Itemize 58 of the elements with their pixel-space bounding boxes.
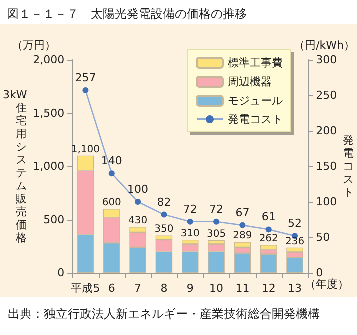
x-tick-label: 8	[160, 282, 168, 295]
data-label: 67	[236, 206, 250, 220]
data-label: 140	[101, 154, 122, 168]
y-tick-label: 2,000	[33, 54, 65, 66]
y2-axis-title: 発電コスト	[343, 134, 354, 199]
total-label: 305	[206, 229, 226, 240]
chart-title: 図１－１－７ 太陽光発電設備の価格の推移	[7, 7, 247, 21]
y2-tick-label: 150	[316, 160, 338, 173]
total-label: 600	[102, 198, 122, 209]
text: （年度）	[305, 278, 349, 291]
y2-tick-label: 250	[316, 89, 338, 102]
data-label: 82	[157, 196, 172, 209]
total-label: 350	[154, 224, 174, 236]
total-label: 1,100	[71, 144, 100, 156]
x-tick-label: 7	[134, 282, 142, 295]
x-tick-label: 9	[186, 282, 194, 295]
y-tick-label: 0	[58, 266, 65, 280]
point	[82, 88, 89, 94]
y2-tick-label: 200	[316, 124, 338, 138]
y-tick-label: 1,500	[33, 106, 65, 120]
point	[161, 212, 168, 218]
point	[108, 170, 115, 177]
data-label: 72	[183, 202, 198, 216]
total-label: 310	[180, 228, 200, 240]
point	[187, 218, 194, 225]
x-tick-label: 11	[236, 282, 250, 295]
total-label: 289	[233, 230, 252, 242]
legend-label: モジュール	[228, 94, 283, 108]
text: 3kW住宅用システム販売価格	[2, 88, 28, 244]
y2-tick-label: 50	[316, 231, 330, 244]
point	[214, 218, 220, 225]
point	[135, 199, 142, 205]
total-label: 236	[285, 236, 305, 248]
source-note: 出典：独立行政法人新エネルギー・産業技術総合開発機構	[8, 307, 320, 321]
x-tick-label: 平成5	[71, 282, 100, 295]
text: （円/kWh）	[294, 39, 356, 52]
y-tick-label: 500	[44, 213, 65, 226]
total-label: 262	[259, 234, 278, 245]
data-label: 100	[128, 183, 149, 196]
data-label: 52	[288, 217, 302, 230]
x-tick-label: 10	[210, 282, 224, 295]
legend-label: 標準工事費	[228, 56, 283, 70]
point	[266, 226, 272, 233]
text: （万円）	[12, 39, 56, 52]
data-label: 61	[262, 210, 276, 224]
x-tick-label: 13	[288, 282, 302, 295]
x-tick-label: 12	[262, 282, 276, 295]
y2-tick-label: 0	[316, 266, 324, 280]
x-tick-label: 6	[108, 282, 116, 295]
y2-tick-label: 300	[316, 54, 338, 66]
legend-label: 発電コスト	[228, 113, 283, 126]
data-label: 72	[210, 202, 224, 216]
total-label: 430	[128, 216, 148, 227]
y2-tick-label: 100	[316, 196, 338, 208]
y-tick-label: 1,000	[33, 160, 65, 173]
legend-label: 周辺機器	[228, 76, 272, 88]
point	[240, 222, 246, 228]
data-label: 257	[75, 72, 96, 85]
